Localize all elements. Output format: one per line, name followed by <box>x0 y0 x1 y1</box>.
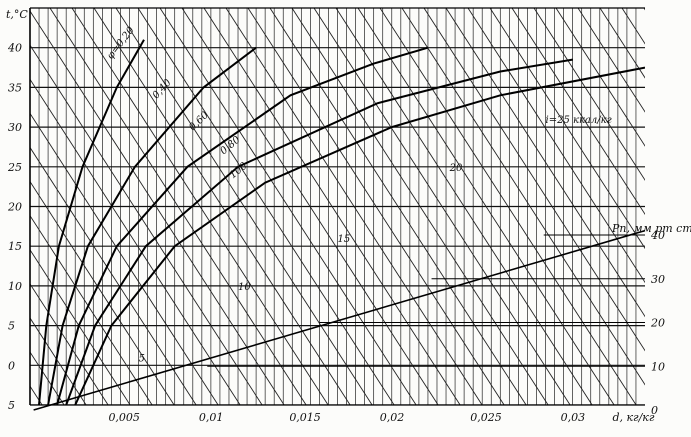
enthalpy-line <box>401 8 645 386</box>
enthalpy-line <box>511 8 645 215</box>
x-tick-label: 0,005 <box>108 411 140 424</box>
enthalpy-line <box>30 214 153 405</box>
enthalpy-line <box>30 283 109 405</box>
enthalpy-line <box>30 248 131 405</box>
y-tick-label: 0 <box>8 359 15 372</box>
humidity-curve-5 <box>74 66 645 405</box>
humidity-curve-3 <box>56 46 429 405</box>
enthalpy-label-10: 10 <box>238 282 251 293</box>
y-tick-label: 5 <box>8 399 15 412</box>
enthalpy-line <box>643 8 645 11</box>
enthalpy-line <box>577 8 645 113</box>
humidity-label-2: 0,40 <box>151 77 174 101</box>
enthalpy-line <box>203 8 461 405</box>
enthalpy-line <box>30 44 263 405</box>
humidity-label-3: 0,60 <box>187 109 211 133</box>
enthalpy-line <box>115 8 373 405</box>
y2-tick-label: 20 <box>650 317 665 330</box>
enthalpy-line <box>599 8 645 79</box>
x-tick-label: 0,02 <box>380 411 405 424</box>
enthalpy-line <box>555 8 645 147</box>
humidity-curve-1 <box>38 39 145 405</box>
y2-tick-label: 30 <box>651 273 665 286</box>
y-tick-label: 15 <box>8 240 22 253</box>
enthalpy-line <box>335 8 593 405</box>
enthalpy-line <box>30 10 285 405</box>
y-tick-label: 40 <box>7 42 22 55</box>
enthalpy-label-5: 5 <box>139 353 145 364</box>
enthalpy-label-15: 15 <box>338 234 351 245</box>
y2-axis-title: Pп, мм рт ст <box>611 222 691 235</box>
humidity-label-1: φ=0,20 <box>105 25 137 62</box>
enthalpy-line <box>423 8 645 352</box>
enthalpy-line <box>30 112 219 405</box>
y2-tick-label: 10 <box>651 360 665 373</box>
enthalpy-line <box>247 8 505 405</box>
enthalpy-line <box>379 8 637 405</box>
enthalpy-line <box>30 146 197 405</box>
y2-tick-label: 0 <box>651 404 658 417</box>
y2-tick-label: 40 <box>650 229 665 242</box>
enthalpy-line <box>30 180 175 405</box>
x-tick-label: 0,015 <box>289 411 321 424</box>
humidity-label-4: 0,80 <box>218 134 243 157</box>
vapor-pressure-line <box>33 229 646 411</box>
enthalpy-line <box>269 8 527 405</box>
enthalpy-line <box>357 8 615 405</box>
enthalpy-line <box>291 8 549 405</box>
x-tick-label: 0,01 <box>199 411 224 424</box>
enthalpy-line <box>225 8 483 405</box>
y-axis-title: t,°C <box>6 8 28 21</box>
y-tick-label: 10 <box>8 280 22 293</box>
enthalpy-line <box>181 8 439 405</box>
humidity-curve-4 <box>65 58 573 405</box>
y-tick-label: 25 <box>7 161 22 174</box>
humidity-curves <box>38 39 645 405</box>
y-tick-label: 20 <box>7 201 22 214</box>
y-tick-label: 30 <box>8 121 22 134</box>
enthalpy-line <box>533 8 645 181</box>
enthalpy-line <box>137 8 395 405</box>
enthalpy-label-25: i=25 ккал/кг <box>546 115 612 126</box>
x-axis-title: d, кг/кг <box>612 411 654 424</box>
enthalpy-line <box>93 8 351 405</box>
enthalpy-label-20: 20 <box>449 163 463 174</box>
enthalpy-line <box>313 8 571 405</box>
enthalpy-line <box>30 317 87 405</box>
x-tick-label: 0,03 <box>561 411 586 424</box>
enthalpy-line <box>49 8 307 405</box>
enthalpy-line <box>467 8 645 284</box>
enthalpy-line <box>489 8 645 250</box>
humidity-curve-2 <box>47 46 257 405</box>
y-tick-label: 35 <box>8 81 22 94</box>
enthalpy-line <box>666 8 691 405</box>
enthalpy-line <box>159 8 417 405</box>
grid-layer <box>30 8 691 405</box>
y-tick-label: 5 <box>8 320 15 333</box>
enthalpy-line <box>71 8 329 405</box>
x-tick-label: 0,025 <box>470 411 502 424</box>
